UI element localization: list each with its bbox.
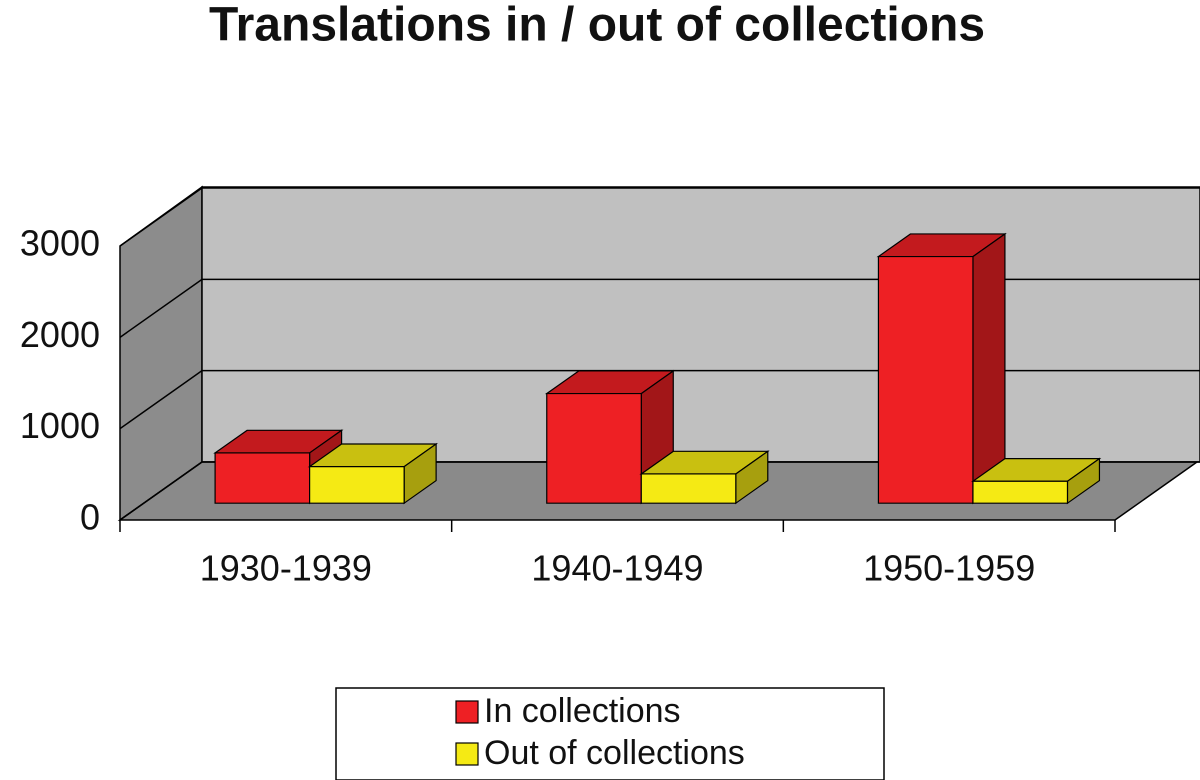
grid-line (119, 187, 1200, 247)
bar (546, 392, 642, 504)
bar-3d (971, 457, 1102, 505)
bar-3d (544, 369, 676, 505)
grid-line (119, 278, 1200, 338)
bar (972, 480, 1069, 504)
legend-box (335, 687, 885, 780)
legend-swatch (455, 700, 479, 724)
legend-swatch (455, 742, 479, 766)
y-tick-label: 3000 (20, 223, 100, 264)
legend-label: In collections (484, 692, 681, 730)
chart-title: Translations in / out of collections (209, 0, 985, 52)
bar-3d (639, 450, 770, 505)
bar (640, 473, 737, 504)
y-tick-label: 0 (80, 497, 100, 538)
bar-3d (307, 442, 439, 505)
legend-label: Out of collections (484, 734, 745, 772)
bar (214, 452, 311, 504)
bar (877, 255, 974, 504)
back-wall (201, 186, 1200, 463)
y-tick-label: 2000 (20, 314, 100, 355)
bar-3d (876, 232, 1007, 505)
x-tick-label: 1940-1949 (531, 548, 703, 589)
bar (309, 466, 405, 504)
x-tick-label: 1930-1939 (200, 548, 372, 589)
x-tick-label: 1950-1959 (863, 548, 1035, 589)
grid-line (119, 369, 1200, 430)
y-tick-label: 1000 (20, 405, 100, 446)
